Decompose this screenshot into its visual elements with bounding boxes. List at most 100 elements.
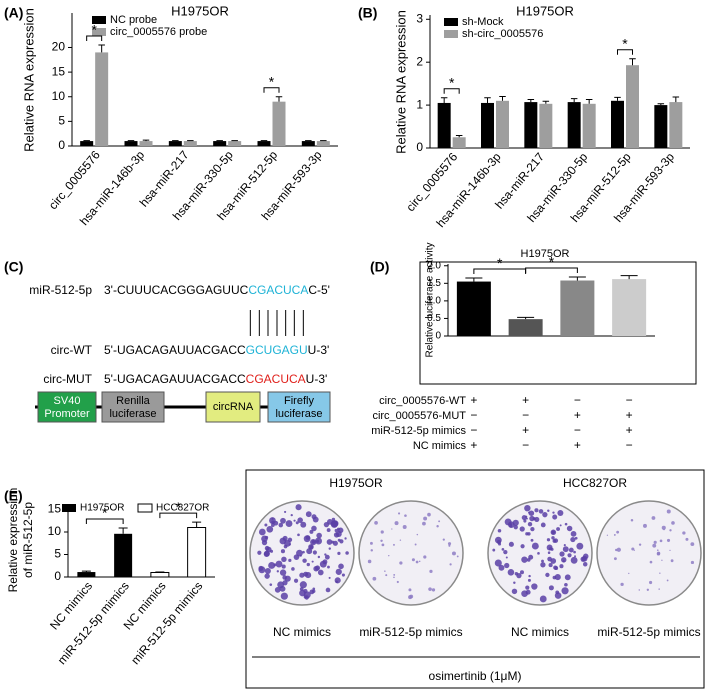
element-label: luciferase: [275, 408, 322, 420]
colony: [335, 568, 342, 575]
panel-label: (E): [4, 488, 23, 504]
colony: [531, 583, 538, 590]
colony: [408, 595, 413, 600]
y-tick-label: 0.5: [427, 313, 441, 324]
colony: [370, 541, 373, 545]
element-label: circRNA: [213, 401, 254, 413]
colony: [528, 574, 531, 578]
panel-label: (B): [358, 5, 377, 21]
chart-title: H1975OR: [171, 3, 229, 18]
dish-label: NC mimics: [273, 625, 331, 639]
condition-cell: −: [470, 423, 477, 437]
y-axis-label: Relative RNA expression: [393, 10, 408, 154]
error-bar: [672, 96, 680, 103]
colony: [258, 528, 266, 536]
colony: [451, 551, 456, 556]
colony: [570, 531, 577, 537]
colony: [423, 516, 428, 521]
colony: [264, 523, 268, 527]
element-box: [267, 391, 331, 423]
condition-cell: +: [574, 438, 581, 452]
colony: [427, 512, 431, 517]
colony: [548, 547, 553, 551]
y-tick-label: 0: [435, 331, 441, 342]
colony: [317, 569, 324, 576]
colony: [513, 525, 518, 530]
chart-title: H1975OR: [521, 248, 570, 260]
error-bar: [192, 521, 202, 528]
colony: [316, 539, 320, 543]
dish: [596, 500, 702, 606]
bar: [612, 279, 647, 336]
colony: [279, 569, 287, 576]
condition-cell: +: [522, 423, 529, 437]
colony: [526, 558, 531, 562]
error-bar: [570, 98, 578, 103]
colony: [530, 538, 534, 542]
bar: [272, 101, 286, 146]
colony: [416, 533, 419, 536]
colony: [521, 515, 527, 521]
colony: [317, 555, 321, 559]
seq-part: U-3': [306, 372, 328, 386]
colony: [519, 570, 524, 575]
colony: [336, 527, 340, 531]
colony: [306, 562, 310, 567]
colony: [508, 541, 514, 547]
bar: [80, 141, 94, 146]
colony: [553, 538, 559, 543]
bar: [582, 103, 596, 148]
y-tick-label: 5: [54, 547, 61, 561]
bar: [213, 141, 227, 146]
bracket: [85, 518, 124, 524]
colony: [264, 568, 271, 575]
seq-part: U-3': [308, 343, 330, 357]
element-box: [37, 391, 97, 423]
legend-swatch: [137, 503, 153, 513]
element-label: luciferase: [109, 408, 156, 420]
colony: [554, 574, 561, 581]
colony: [567, 553, 572, 558]
colony: [311, 525, 317, 532]
significance: *: [269, 73, 275, 89]
condition-cell: +: [626, 408, 633, 422]
colony: [523, 519, 527, 523]
colony: [548, 585, 554, 591]
bar: [567, 102, 581, 148]
colony: [557, 510, 564, 517]
colony: [428, 587, 432, 591]
colony: [559, 551, 565, 557]
colony: [638, 543, 642, 546]
colony: [519, 526, 525, 532]
colony: [669, 529, 672, 532]
colony: [616, 530, 620, 534]
colony: [422, 521, 426, 526]
colony: [540, 562, 546, 568]
colony: [338, 563, 344, 570]
colony: [494, 559, 502, 567]
bar: [508, 319, 543, 336]
colony: [521, 556, 528, 563]
colony: [388, 554, 390, 557]
bar: [481, 102, 494, 148]
colony: [501, 548, 505, 551]
legend-label: sh-circ_0005576: [462, 28, 543, 40]
sequence: 5'-UGACAGAUUACGACCGCUGAGUU-3': [104, 343, 329, 357]
colony: [293, 554, 300, 560]
colony: [438, 520, 441, 523]
colony: [659, 572, 661, 574]
colony: [658, 588, 660, 590]
colony: [606, 534, 609, 536]
row-label: miR-512-5p: [29, 283, 92, 297]
condition-cell: −: [470, 408, 477, 422]
colony: [563, 544, 566, 547]
colony: [583, 553, 589, 560]
error-bar: [620, 275, 638, 280]
error-bar: [585, 99, 593, 104]
sequence: 3'-CUUUCACGGGAGUUCCGACUCAC-5': [104, 283, 330, 297]
colony: [311, 540, 316, 544]
error-bar: [629, 58, 636, 66]
condition-cell: −: [574, 393, 581, 407]
colony: [399, 561, 403, 565]
colony: [393, 573, 396, 576]
